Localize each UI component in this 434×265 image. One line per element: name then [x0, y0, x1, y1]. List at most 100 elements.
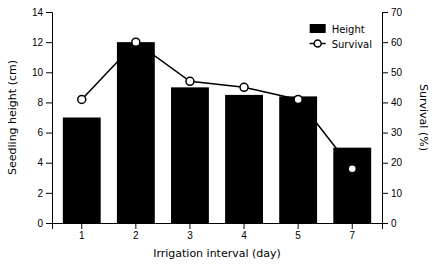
y-tick-mark	[46, 133, 52, 134]
y-tick: 14	[32, 7, 52, 18]
x-tick: 3	[187, 223, 193, 241]
x-axis-title: Irrigation interval (day)	[153, 247, 281, 260]
y2-tick: 60	[382, 37, 403, 48]
y2-tick-mark	[382, 193, 388, 194]
y2-tick-label: 60	[391, 37, 403, 48]
y-tick-mark	[46, 102, 52, 103]
marker	[240, 83, 248, 91]
bar	[333, 148, 371, 223]
x-tick-mark	[298, 223, 299, 229]
x-tick-mark	[352, 223, 353, 229]
x-axis: 1 2 3 4 5 7	[53, 223, 383, 241]
y2-tick-label: 0	[391, 218, 397, 229]
bar	[63, 118, 101, 224]
legend-marker	[314, 40, 321, 47]
legend-item: Survival	[310, 39, 372, 50]
y2-tick-label: 70	[391, 7, 403, 18]
y-tick: 0	[37, 218, 52, 229]
x-tick: 2	[133, 223, 139, 241]
x-tick-mark	[81, 223, 82, 229]
chart: 12345702468101214010203040506070Irrigati…	[0, 0, 434, 265]
y2-axis: 0 10 20 30 40 50 60 70	[382, 7, 403, 229]
x-tick-label: 1	[79, 230, 85, 241]
y-tick-mark	[46, 12, 52, 13]
y2-tick: 40	[382, 97, 403, 108]
marks	[63, 38, 371, 223]
y-axis-title: Seedling height (cm)	[6, 60, 19, 175]
y2-tick-label: 20	[391, 157, 403, 168]
x-tick-label: 4	[241, 230, 247, 241]
bar-series	[63, 42, 371, 223]
y2-tick-label: 30	[391, 127, 403, 138]
y2-tick: 30	[382, 127, 403, 138]
x-tick-mark	[135, 223, 136, 229]
x-tick: 4	[241, 223, 247, 241]
legend-swatch	[310, 24, 326, 33]
marker	[186, 77, 194, 85]
y2-tick-mark	[382, 223, 388, 224]
y-tick-label: 12	[32, 37, 44, 48]
y2-tick: 70	[382, 7, 403, 18]
x-tick: 5	[295, 223, 301, 241]
y-tick-label: 8	[37, 97, 43, 108]
y-tick-mark	[46, 193, 52, 194]
y-tick-label: 14	[32, 7, 44, 18]
legend-item: Height	[310, 24, 365, 35]
y2-tick-label: 10	[391, 188, 403, 199]
y-tick-mark	[46, 72, 52, 73]
marker	[132, 38, 140, 46]
x-tick-label: 7	[349, 230, 355, 241]
plot: 12345702468101214010203040506070Irrigati…	[6, 7, 430, 260]
y2-tick-label: 40	[391, 97, 403, 108]
y-tick: 8	[37, 97, 52, 108]
bar	[171, 87, 209, 223]
y-tick: 10	[32, 67, 52, 78]
y2-tick-mark	[382, 72, 388, 73]
y-tick-label: 0	[37, 218, 43, 229]
x-tick-label: 5	[295, 230, 301, 241]
y-tick: 4	[37, 157, 52, 168]
axis-line	[383, 13, 389, 224]
legend-label: Height	[332, 24, 365, 35]
y2-tick-mark	[382, 163, 388, 164]
marker	[78, 95, 86, 103]
y-tick: 12	[32, 37, 52, 48]
y2-axis-title: Survival (%)	[417, 84, 430, 151]
y2-tick-mark	[382, 42, 388, 43]
y2-tick: 50	[382, 67, 403, 78]
y2-tick-mark	[382, 102, 388, 103]
y2-tick: 20	[382, 157, 403, 168]
y2-tick: 0	[382, 218, 397, 229]
axis-line	[53, 224, 383, 230]
x-tick-label: 3	[187, 230, 193, 241]
y2-tick: 10	[382, 188, 403, 199]
y-tick-label: 2	[37, 188, 43, 199]
marker	[348, 165, 356, 173]
marker	[294, 95, 302, 103]
y2-tick-mark	[382, 12, 388, 13]
y-tick-label: 6	[37, 127, 43, 138]
y2-tick-mark	[382, 133, 388, 134]
y-axis: 0 2 4 6 8 10 12 14	[32, 7, 53, 229]
x-tick: 1	[79, 223, 85, 241]
y-tick: 6	[37, 127, 52, 138]
y-tick-label: 10	[32, 67, 44, 78]
x-tick: 7	[349, 223, 355, 241]
legend-label: Survival	[332, 39, 372, 50]
y-tick-mark	[46, 163, 52, 164]
y-tick-label: 4	[37, 157, 43, 168]
x-tick-mark	[189, 223, 190, 229]
y-tick-mark	[46, 42, 52, 43]
x-tick-label: 2	[133, 230, 139, 241]
legend-background	[304, 16, 378, 54]
legend: Height Survival	[304, 16, 378, 54]
y-tick: 2	[37, 188, 52, 199]
y2-tick-label: 50	[391, 67, 403, 78]
line	[82, 42, 352, 169]
x-tick-mark	[244, 223, 245, 229]
bar	[225, 95, 263, 223]
bar	[117, 42, 155, 223]
y-tick-mark	[46, 223, 52, 224]
line-series	[78, 38, 356, 173]
axis-line	[46, 13, 53, 224]
